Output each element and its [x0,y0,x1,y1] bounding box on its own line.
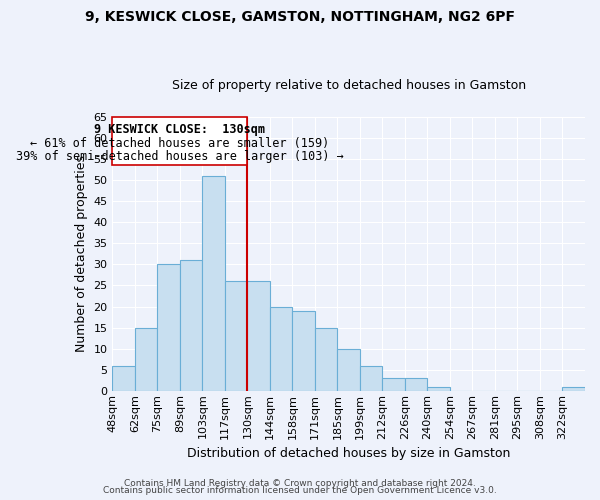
Bar [225,281,247,391]
Bar [202,176,225,391]
Bar [270,306,292,391]
Bar [360,366,382,391]
Bar [405,378,427,391]
Bar [135,328,157,391]
Bar [247,281,270,391]
Text: 9 KESWICK CLOSE:  130sqm: 9 KESWICK CLOSE: 130sqm [94,123,265,136]
Text: 39% of semi-detached houses are larger (103) →: 39% of semi-detached houses are larger (… [16,150,344,163]
Bar [337,348,360,391]
Text: Contains public sector information licensed under the Open Government Licence v3: Contains public sector information licen… [103,486,497,495]
Bar [382,378,405,391]
Bar [157,264,180,391]
Bar [292,311,315,391]
Bar [562,386,585,391]
X-axis label: Distribution of detached houses by size in Gamston: Distribution of detached houses by size … [187,447,511,460]
Y-axis label: Number of detached properties: Number of detached properties [75,156,88,352]
Bar [180,260,202,391]
Bar [315,328,337,391]
Text: 9, KESWICK CLOSE, GAMSTON, NOTTINGHAM, NG2 6PF: 9, KESWICK CLOSE, GAMSTON, NOTTINGHAM, N… [85,10,515,24]
Bar [427,386,450,391]
Text: ← 61% of detached houses are smaller (159): ← 61% of detached houses are smaller (15… [31,136,329,149]
Title: Size of property relative to detached houses in Gamston: Size of property relative to detached ho… [172,79,526,92]
Bar [112,366,135,391]
FancyBboxPatch shape [112,117,247,166]
Text: Contains HM Land Registry data © Crown copyright and database right 2024.: Contains HM Land Registry data © Crown c… [124,478,476,488]
